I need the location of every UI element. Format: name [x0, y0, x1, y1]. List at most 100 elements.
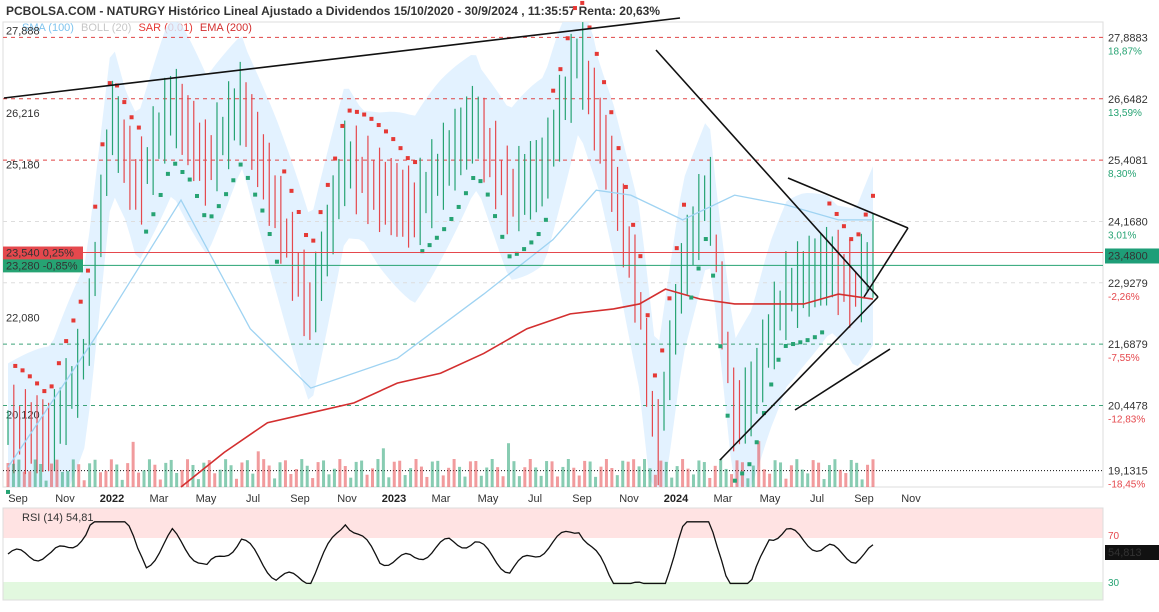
volume-bar [77, 464, 81, 487]
price-tag-label: 23,280 -0,85% [6, 260, 78, 272]
sar-dot [20, 368, 25, 373]
volume-bar [169, 459, 173, 487]
sar-dot [456, 204, 461, 209]
trend-line [719, 296, 879, 461]
volume-bar [262, 459, 266, 487]
sar-dot [863, 212, 868, 217]
sar-dot [805, 338, 810, 343]
volume-bar [501, 476, 505, 487]
sar-dot [64, 339, 69, 344]
volume-bar [256, 451, 260, 487]
volume-bar [104, 470, 108, 487]
volume-bar [588, 461, 592, 487]
sar-dot [267, 232, 272, 237]
volume-bar [713, 465, 717, 487]
left-axis-level: 25,180 [6, 159, 40, 171]
volume-bar [817, 462, 821, 487]
sar-dot [507, 254, 512, 259]
volume-bar [289, 473, 293, 487]
right-axis-pct: 18,87% [1108, 46, 1142, 57]
volume-bar [278, 462, 282, 487]
sar-dot [667, 296, 672, 301]
volume-bar [643, 459, 647, 487]
volume-bar [555, 476, 559, 487]
sar-dot [202, 213, 207, 218]
sar-dot [27, 374, 32, 379]
sar-dot [354, 109, 359, 114]
volume-bar [409, 468, 413, 487]
sar-dot [115, 83, 120, 88]
volume-bar [11, 463, 15, 487]
rsi-panel [2, 507, 1104, 601]
legend-ema[interactable]: EMA (200) [199, 22, 252, 34]
volume-bar [273, 478, 277, 487]
sar-dot [827, 201, 832, 206]
sar-dot [652, 373, 657, 378]
volume-bar [528, 459, 532, 487]
x-axis-label: Nov [619, 493, 639, 505]
volume-bar [66, 470, 70, 487]
sar-dot [209, 214, 214, 219]
sar-dot [718, 344, 723, 349]
sar-dot [849, 237, 854, 242]
volume-bar [419, 466, 423, 487]
volume-bar [430, 461, 434, 487]
volume-bar [800, 469, 804, 487]
sar-dot [85, 268, 90, 273]
volume-bar [648, 468, 652, 487]
volume-bar [300, 459, 304, 487]
legend-boll[interactable]: BOLL (20) [81, 22, 132, 34]
rsi-overbought-zone [3, 508, 1103, 538]
sar-dot [340, 123, 345, 128]
volume-bar [392, 461, 396, 487]
sar-dot [820, 330, 825, 335]
right-axis-value: 22,9279 [1108, 278, 1148, 290]
volume-bar [577, 475, 581, 487]
sar-dot [514, 251, 519, 256]
volume-bar [833, 459, 837, 487]
sar-dot [703, 237, 708, 242]
volume-bar [594, 476, 598, 487]
x-axis-label: 2024 [664, 493, 689, 505]
sar-dot [6, 489, 10, 494]
volume-bar [224, 459, 228, 487]
volume-bar [496, 467, 500, 487]
volume-bar [370, 468, 374, 487]
volume-bar [381, 448, 385, 487]
sar-dot [136, 125, 141, 130]
sar-dot [725, 413, 730, 418]
sar-dot [674, 246, 679, 251]
volume-bar [691, 474, 695, 487]
sar-dot [216, 204, 221, 209]
volume-bar [626, 461, 630, 487]
volume-bar [615, 475, 619, 487]
sar-dot [769, 382, 774, 387]
volume-bar [131, 441, 135, 487]
volume-bar [827, 465, 831, 487]
sar-dot [296, 209, 301, 214]
sar-dot [144, 229, 149, 234]
left-axis-level: 27,888 [6, 25, 40, 37]
volume-bar [735, 460, 739, 487]
volume-bar [784, 478, 788, 487]
volume-bar [599, 466, 603, 487]
volume-bar [82, 480, 86, 487]
volume-bar [463, 476, 467, 487]
volume-bar [39, 463, 43, 487]
sar-dot [391, 137, 396, 142]
volume-bar [365, 474, 369, 487]
volume-bar [120, 479, 124, 487]
legend-sma[interactable]: SMA (100) [22, 22, 74, 34]
volume-bar [866, 464, 870, 487]
volume-bar [751, 465, 755, 487]
volume-bar [762, 469, 766, 487]
sar-dot [100, 142, 105, 147]
sar-dot [427, 243, 432, 248]
right-axis-pct: -7,55% [1108, 353, 1140, 364]
right-axis-value: 19,1315 [1108, 466, 1148, 478]
sar-dot [841, 224, 846, 229]
x-axis-label: Jul [246, 493, 260, 505]
x-axis-label: Sep [854, 493, 874, 505]
volume-bar [414, 459, 418, 487]
